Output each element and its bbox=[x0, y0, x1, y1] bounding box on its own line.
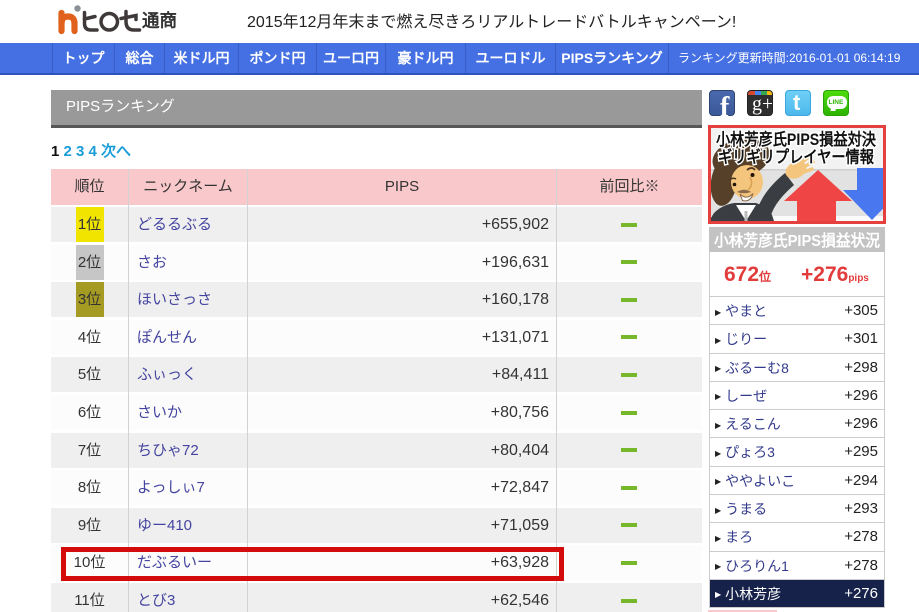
svg-text:通商: 通商 bbox=[142, 11, 177, 31]
svg-text:小林芳彦氏PIPS損益状況: 小林芳彦氏PIPS損益状況 bbox=[714, 231, 880, 250]
svg-text:ギリギリプレイヤー情報: ギリギリプレイヤー情報 bbox=[718, 147, 874, 167]
svg-text:小林芳彦氏PIPS損益対決: 小林芳彦氏PIPS損益対決 bbox=[716, 129, 876, 149]
